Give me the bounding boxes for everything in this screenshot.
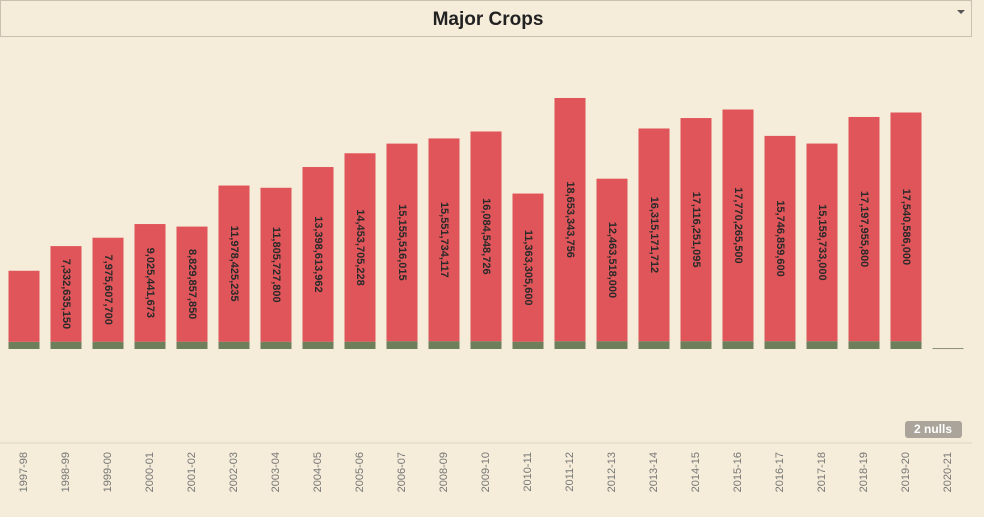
x-tick-label: 2000-01 [144,452,156,492]
x-tick-label: 2004-05 [312,452,324,492]
x-tick-label: 2005-06 [354,452,366,492]
bar-segment [596,178,628,342]
title-bar [0,0,972,37]
bar-segment [428,138,460,342]
value-label: 7,332,635,150 [60,259,72,329]
value-label: 16,315,171,712 [648,197,660,273]
value-label: 11,978,425,235 [228,226,240,302]
bar-segment [470,341,502,349]
x-tick-label: 1999-00 [102,452,114,492]
bar-segment [386,341,418,349]
bar-segment [302,341,334,349]
value-label: 9,025,441,673 [144,248,156,318]
value-label: 14,453,705,228 [354,209,366,285]
bar-segment [890,341,922,349]
bar-segment [134,341,166,349]
bar-segment [260,341,292,349]
chart-title: Major Crops [433,9,544,30]
bar-segment [512,193,544,342]
bar-segment [932,348,964,350]
value-label: 11,805,727,800 [270,227,282,303]
x-tick-label: 2010-11 [522,452,534,492]
x-tick-label: 2017-18 [816,452,828,492]
x-tick-label: 2020-21 [942,452,954,492]
value-label: 15,155,516,015 [396,204,408,280]
value-label: 13,398,613,962 [312,216,324,292]
x-tick-label: 2016-17 [774,452,786,492]
bar-segment [638,128,670,342]
value-label: 17,540,586,000 [900,189,912,265]
bar-segment [680,341,712,349]
bar-segment [764,135,796,342]
null-badge-label[interactable]: 2 nulls [914,422,952,436]
bar-segment [50,246,82,342]
value-label: 11,363,305,600 [522,230,534,306]
bar-segment [890,112,922,342]
bar-segment [176,226,208,342]
value-label: 12,463,518,000 [606,222,618,298]
bar-segment [638,341,670,349]
x-tick-label: 2009-10 [480,452,492,492]
value-label: 8,829,857,850 [186,249,198,319]
x-tick-label: 2018-19 [858,452,870,492]
bar-segment [218,341,250,349]
bar-segment [302,167,334,342]
value-label: 17,770,265,500 [732,187,744,263]
x-tick-label: 2001-02 [186,452,198,492]
x-tick-label: 1998-99 [60,452,72,492]
bar-segment [260,187,292,342]
bar-segment [470,131,502,342]
x-tick-label: 2011-12 [564,452,576,492]
bar-segment [8,341,40,349]
x-tick-label: 2015-16 [732,452,744,492]
bar-segment [848,341,880,349]
bar-segment [92,237,124,342]
value-label: 16,084,548,726 [480,198,492,274]
bar-segment [386,143,418,342]
x-tick-label: 2008-09 [438,452,450,492]
bar-segment [806,143,838,342]
x-tick-label: 2003-04 [270,452,282,492]
bar-segment [176,341,208,349]
bar-segment [344,153,376,342]
value-label: 18,653,343,756 [564,181,576,257]
value-label: 15,746,859,600 [774,200,786,276]
bar-segment [92,341,124,349]
null-badge[interactable] [905,421,962,438]
bar-segment [218,185,250,342]
x-tick-label: 2019-20 [900,452,912,492]
bar-segment [512,341,544,349]
bar-segment [806,341,838,349]
value-label: 7,975,607,700 [102,255,114,325]
bar-segment [50,341,82,349]
bar-segment [134,224,166,342]
bar-segment [722,341,754,349]
bar-segment [344,341,376,349]
bar-segment [554,341,586,349]
x-tick-label: 2006-07 [396,452,408,492]
value-label: 15,159,733,000 [816,204,828,280]
bar-segment [428,341,460,349]
x-tick-label: 2012-13 [606,452,618,492]
x-tick-label: 2002-03 [228,452,240,492]
dropdown-arrow[interactable] [957,10,965,14]
value-label: 17,116,251,095 [690,192,702,268]
x-tick-label: 2014-15 [690,452,702,492]
x-tick-label: 2013-14 [648,452,660,492]
bar-segment [8,270,40,342]
bar-segment [554,98,586,342]
bar-segment [848,116,880,342]
bar-segment [722,109,754,342]
bar-segment [680,118,712,342]
value-label: 17,197,955,800 [858,191,870,267]
x-tick-label: 1997-98 [18,452,30,492]
value-label: 15,551,734,117 [438,202,450,278]
bar-segment [596,341,628,349]
bar-segment [764,341,796,349]
